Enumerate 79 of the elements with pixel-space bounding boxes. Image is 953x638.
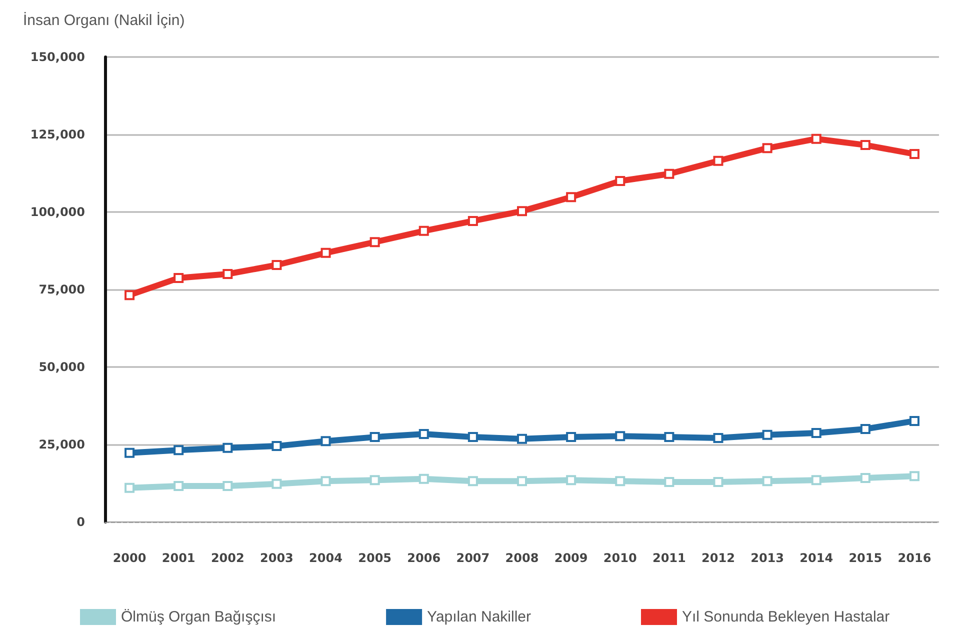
point — [418, 226, 429, 236]
x-tick-label: 2012 — [702, 551, 735, 565]
x-tick-label: 2008 — [505, 551, 539, 565]
point — [174, 445, 184, 456]
point — [174, 481, 184, 492]
y-tick-label: 75,000 — [38, 282, 85, 296]
y-tick-label: 125,000 — [30, 128, 85, 142]
point — [762, 476, 772, 486]
point — [517, 476, 527, 486]
y-tick-label: 25,000 — [38, 438, 85, 452]
point — [811, 428, 822, 438]
legend-label: Yıl Sonunda Bekleyen Hastalar — [682, 608, 890, 626]
x-tick-label: 2002 — [210, 551, 244, 565]
point — [418, 474, 429, 484]
point — [517, 434, 527, 444]
x-tick-label: 2013 — [750, 551, 784, 565]
point — [713, 432, 724, 443]
legend-label: Yapılan Nakiller — [427, 608, 532, 626]
point — [320, 436, 331, 446]
x-tick-label: 2016 — [898, 551, 932, 565]
point — [222, 269, 233, 279]
point — [124, 448, 135, 458]
y-tick-label: 100,000 — [30, 205, 85, 219]
x-tick-label: 2000 — [112, 551, 146, 565]
x-tick-label: 2007 — [456, 551, 490, 565]
point — [222, 481, 233, 492]
point — [370, 475, 380, 486]
point — [370, 432, 380, 442]
point — [811, 134, 822, 144]
point — [664, 168, 674, 179]
point — [468, 432, 478, 442]
point — [174, 273, 184, 284]
x-tick-label: 2005 — [358, 551, 392, 565]
point — [272, 441, 282, 452]
point — [517, 206, 527, 216]
point — [272, 260, 282, 270]
point — [566, 432, 576, 442]
point — [615, 176, 626, 186]
point — [664, 477, 674, 488]
y-tick-label: 0 — [76, 515, 85, 529]
x-tick-label: 2003 — [260, 551, 294, 565]
point — [713, 477, 724, 488]
point — [468, 476, 478, 486]
chart-title: İnsan Organı (Nakil İçin) — [23, 11, 185, 29]
point — [909, 149, 920, 160]
y-tick-label: 150,000 — [30, 50, 85, 64]
point — [320, 248, 331, 258]
point — [615, 476, 626, 486]
x-tick-label: 2015 — [848, 551, 882, 565]
point — [468, 216, 478, 226]
point — [860, 424, 870, 434]
point — [222, 442, 233, 453]
x-tick-label: 2014 — [800, 551, 834, 565]
point — [762, 430, 772, 440]
point — [124, 482, 135, 493]
point — [909, 416, 920, 426]
x-tick-label: 2011 — [652, 551, 686, 565]
point — [566, 192, 576, 202]
point — [811, 475, 822, 486]
x-tick-label: 2001 — [162, 551, 196, 565]
point — [664, 432, 674, 442]
point — [566, 475, 576, 486]
point — [272, 478, 282, 489]
legend-label: Ölmüş Organ Bağışçısı — [121, 608, 276, 626]
point — [615, 431, 626, 442]
point — [909, 471, 920, 482]
point — [860, 472, 870, 483]
point — [124, 290, 135, 300]
x-tick-label: 2009 — [554, 551, 588, 565]
point — [418, 428, 429, 439]
point — [762, 143, 772, 154]
y-tick-label: 50,000 — [38, 360, 85, 374]
x-tick-label: 2010 — [603, 551, 637, 565]
x-tick-label: 2004 — [309, 551, 342, 565]
point — [860, 140, 870, 150]
point — [713, 156, 724, 166]
x-tick-label: 2006 — [407, 551, 441, 565]
point — [370, 237, 380, 248]
point — [320, 476, 331, 486]
